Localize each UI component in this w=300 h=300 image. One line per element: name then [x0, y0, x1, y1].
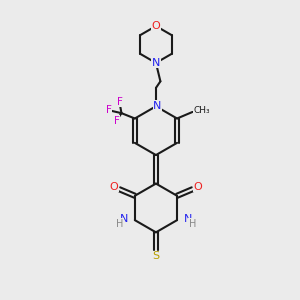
- Text: N: N: [120, 214, 128, 224]
- Text: F: F: [106, 105, 112, 115]
- Text: N: N: [184, 214, 192, 224]
- Text: O: O: [110, 182, 118, 192]
- Text: N: N: [152, 58, 160, 68]
- Text: S: S: [152, 251, 160, 261]
- Text: CH₃: CH₃: [194, 106, 210, 115]
- Text: H: H: [189, 219, 196, 229]
- Text: F: F: [117, 97, 123, 107]
- Text: O: O: [152, 21, 160, 31]
- Text: O: O: [194, 182, 202, 192]
- Text: F: F: [114, 116, 120, 126]
- Text: N: N: [153, 101, 162, 111]
- Text: H: H: [116, 219, 123, 229]
